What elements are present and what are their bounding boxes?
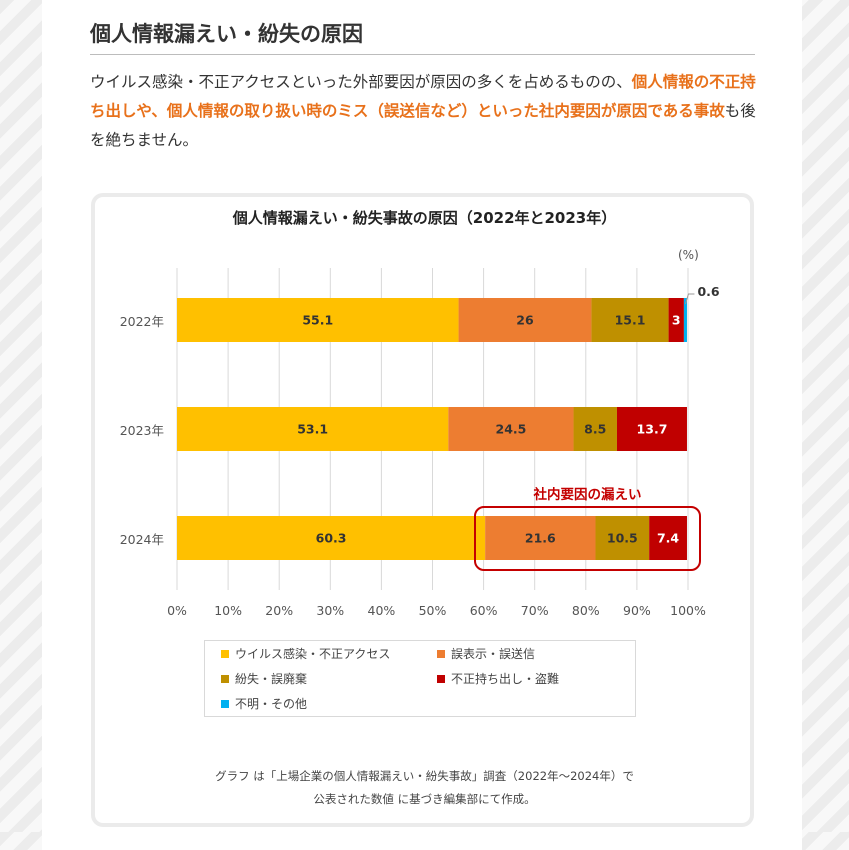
legend-swatch-unknown (221, 700, 229, 708)
x-tick-label: 80% (572, 603, 600, 618)
legend-label: 不明・その他 (235, 697, 308, 711)
chart-title: 個人情報漏えい・紛失事故の原因（2022年と2023年） (232, 209, 617, 227)
data-label: 15.1 (615, 313, 646, 328)
legend-item-unknown: 不明・その他 (221, 695, 307, 712)
data-label: 53.1 (297, 422, 328, 437)
source-note-line-2: 公表された数値 に基づき編集部にて作成。 (313, 792, 536, 806)
data-label: 21.6 (525, 531, 556, 546)
legend-swatch-virus (221, 650, 229, 658)
section-heading: 個人情報漏えい・紛失の原因 (90, 22, 363, 46)
data-label: 7.4 (657, 531, 679, 546)
x-tick-label: 100% (670, 603, 706, 618)
unit-label: (%) (678, 248, 699, 262)
intro-text: ウイルス感染・不正アクセスといった外部要因が原因の多くを占めるものの、 (90, 73, 632, 91)
bar-segment (649, 516, 687, 560)
x-tick-label: 10% (214, 603, 242, 618)
x-tick-label: 50% (419, 603, 447, 618)
chart-legend: ウイルス感染・不正アクセス 誤表示・誤送信 紛失・誤廃棄 不正持ち出し・盗難 不… (204, 640, 636, 717)
data-label: 0.6 (697, 284, 719, 299)
bar-segment (458, 298, 592, 342)
legend-swatch-misdelivery (437, 650, 445, 658)
legend-label: 誤表示・誤送信 (451, 647, 536, 661)
x-tick-label: 60% (470, 603, 498, 618)
bar-segment (177, 407, 449, 451)
data-label: 10.5 (607, 531, 638, 546)
x-tick-label: 90% (623, 603, 651, 618)
bar-segment (573, 407, 617, 451)
bar-segment (668, 298, 684, 342)
legend-item-loss: 紛失・誤廃棄 (221, 670, 307, 687)
intro-paragraph: ウイルス感染・不正アクセスといった外部要因が原因の多くを占めるものの、個人情報の… (90, 68, 760, 155)
x-tick-label: 40% (368, 603, 396, 618)
x-tick-label: 20% (265, 603, 293, 618)
source-note-line-1: グラフ は「上場企業の個人情報漏えい・紛失事故」調査（2022年～2024年）で (215, 769, 634, 783)
data-label: 3 (672, 313, 681, 328)
category-label-2024: 2024年 (119, 532, 164, 547)
intro-highlight: 個人情報の不正持ち出しや、個人情報の取り扱い時のミス（誤送信など）といった社内要… (90, 73, 756, 120)
callout-label: 社内要因の漏えい (533, 487, 642, 503)
bar-segment (177, 298, 459, 342)
data-label: 26 (516, 313, 534, 328)
bar-segment (591, 298, 669, 342)
bar-segment (683, 298, 687, 342)
stacked-bar-chart: 0% 10% 20% 30% 40% 50% 60% 70% 80% 90% 100% 55.1 26 1… (167, 268, 720, 618)
legend-swatch-theft (437, 675, 445, 683)
legend-item-misdelivery: 誤表示・誤送信 (437, 645, 535, 662)
bar-segment (485, 516, 596, 560)
bar-segment (448, 407, 574, 451)
legend-item-theft: 不正持ち出し・盗難 (437, 670, 559, 687)
bar-segment (595, 516, 650, 560)
data-label: 13.7 (637, 422, 668, 437)
heading-underline (90, 54, 755, 55)
data-label: 55.1 (302, 313, 333, 328)
x-tick-label: 70% (521, 603, 549, 618)
data-label-leader (684, 293, 695, 305)
legend-label: 不正持ち出し・盗難 (451, 672, 560, 686)
legend-label: ウイルス感染・不正アクセス (235, 647, 391, 661)
intro-text-end: も後を絶ちません。 (90, 102, 756, 149)
bar-segment (616, 407, 687, 451)
data-label: 60.3 (316, 531, 347, 546)
legend-label: 紛失・誤廃棄 (235, 672, 308, 686)
data-label: 8.5 (584, 422, 606, 437)
legend-item-virus: ウイルス感染・不正アクセス (221, 645, 390, 662)
x-tick-label: 0% (167, 603, 187, 618)
x-tick-label: 30% (316, 603, 344, 618)
bar-segment (177, 516, 486, 560)
callout-box (474, 506, 701, 571)
data-label: 24.5 (496, 422, 527, 437)
legend-swatch-loss (221, 675, 229, 683)
category-label-2022: 2022年 (119, 314, 164, 329)
category-label-2023: 2023年 (119, 423, 164, 438)
